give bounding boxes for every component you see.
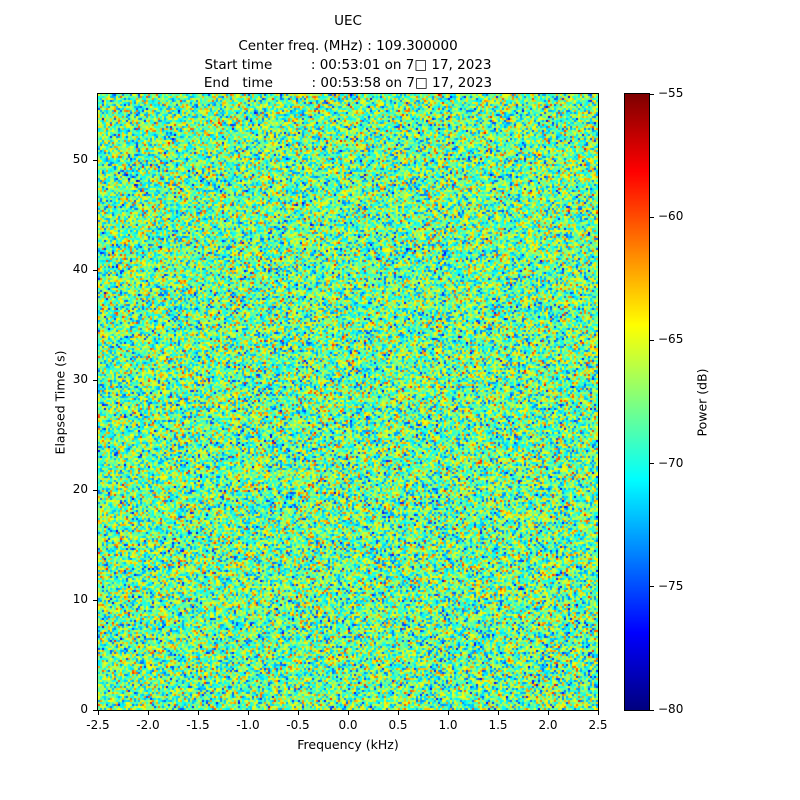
colorbar-tick [650, 216, 654, 218]
colorbar-tick-label: −65 [658, 332, 684, 347]
y-tick [93, 159, 97, 161]
colorbar-gradient [625, 94, 649, 710]
x-tick [447, 711, 449, 715]
end-time-line: End time : 00:53:58 on 7□ 17, 2023 [203, 75, 493, 91]
y-tick [93, 379, 97, 381]
colorbar-tick-label: −55 [658, 86, 684, 100]
figure-title: UEC [334, 13, 362, 29]
x-tick [397, 711, 399, 715]
y-tick-label: 20 [72, 482, 88, 496]
y-tick [93, 709, 97, 711]
colorbar-tick [650, 709, 654, 711]
x-tick-label: -0.5 [286, 718, 310, 732]
x-tick [147, 711, 149, 715]
spectrogram-heatmap [98, 94, 598, 710]
x-tick-label: 1.0 [438, 718, 458, 732]
x-tick-label: -1.0 [236, 718, 260, 732]
colorbar-tick [650, 339, 654, 341]
x-tick-label: 0.0 [338, 718, 358, 732]
x-tick-label: 2.5 [588, 718, 608, 732]
x-tick-label: 1.5 [488, 718, 508, 732]
x-axis-label: Frequency (kHz) [297, 737, 399, 752]
x-tick [547, 711, 549, 715]
y-tick-label: 50 [72, 152, 88, 166]
x-tick [247, 711, 249, 715]
x-tick-label: -1.5 [186, 718, 210, 732]
x-tick [597, 711, 599, 715]
x-tick [497, 711, 499, 715]
x-tick-label: 2.0 [538, 718, 558, 732]
y-tick [93, 599, 97, 601]
y-axis-label: Elapsed Time (s) [52, 350, 68, 455]
x-tick [197, 711, 199, 715]
x-tick [347, 711, 349, 715]
colorbar-tick-label: −70 [658, 455, 684, 470]
x-tick-label: -2.0 [136, 718, 160, 732]
x-tick [97, 711, 99, 715]
x-tick-label: 0.5 [388, 718, 408, 732]
x-tick [297, 711, 299, 715]
y-tick-label: 30 [72, 372, 88, 386]
plot-area [97, 93, 599, 711]
colorbar-tick [650, 586, 654, 588]
y-tick [93, 269, 97, 271]
colorbar-tick-label: −80 [658, 702, 684, 716]
center-frequency-line: Center freq. (MHz) : 109.300000 [238, 38, 458, 54]
y-tick [93, 489, 97, 491]
start-time-line: Start time : 00:53:01 on 7□ 17, 2023 [204, 57, 492, 73]
colorbar-tick [650, 463, 654, 465]
y-tick-label: 0 [80, 702, 88, 716]
y-tick-label: 10 [72, 592, 88, 606]
colorbar [624, 93, 650, 711]
colorbar-tick [650, 93, 654, 95]
x-tick-label: -2.5 [86, 718, 110, 732]
colorbar-tick-label: −60 [658, 209, 684, 224]
colorbar-axis-label: Power (dB) [694, 368, 710, 437]
y-tick-label: 40 [72, 262, 88, 276]
colorbar-tick-label: −75 [658, 578, 684, 593]
